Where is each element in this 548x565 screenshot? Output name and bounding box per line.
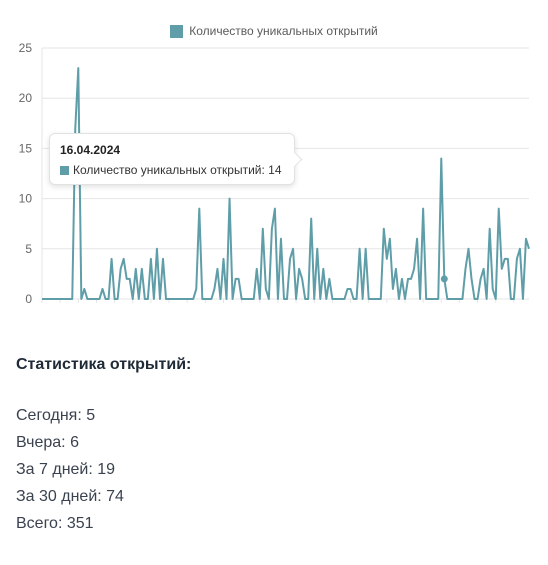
tooltip-label: Количество уникальных открытий: 14	[73, 163, 282, 177]
stat-today: Сегодня: 5	[16, 407, 96, 424]
chart-tooltip: 16.04.2024 Количество уникальных открыти…	[49, 133, 295, 185]
y-tick-label: 5	[25, 242, 32, 256]
stat-7-days: За 7 дней: 19	[16, 461, 116, 478]
tooltip-date: 16.04.2024	[60, 143, 121, 157]
stat-30-days: За 30 дней: 74	[16, 488, 124, 505]
stat-yesterday: Вчера: 6	[16, 434, 79, 451]
stats-title: Статистика открытий:	[16, 356, 192, 373]
y-tick-label: 15	[19, 141, 33, 155]
highlighted-point	[440, 275, 448, 283]
y-tick-label: 0	[25, 292, 32, 306]
chart-legend[interactable]: Количество уникальных открытий	[0, 24, 548, 38]
stat-total: Всего: 351	[16, 515, 94, 532]
stats-section: Статистика открытий: Сегодня: 5 Вчера: 6…	[16, 356, 191, 541]
tooltip-swatch	[60, 165, 69, 175]
y-tick-label: 20	[19, 91, 33, 105]
legend-label: Количество уникальных открытий	[189, 24, 378, 38]
legend-swatch	[170, 24, 184, 38]
y-tick-label: 10	[19, 192, 33, 206]
y-tick-label: 25	[19, 41, 33, 55]
series-line	[42, 67, 530, 300]
